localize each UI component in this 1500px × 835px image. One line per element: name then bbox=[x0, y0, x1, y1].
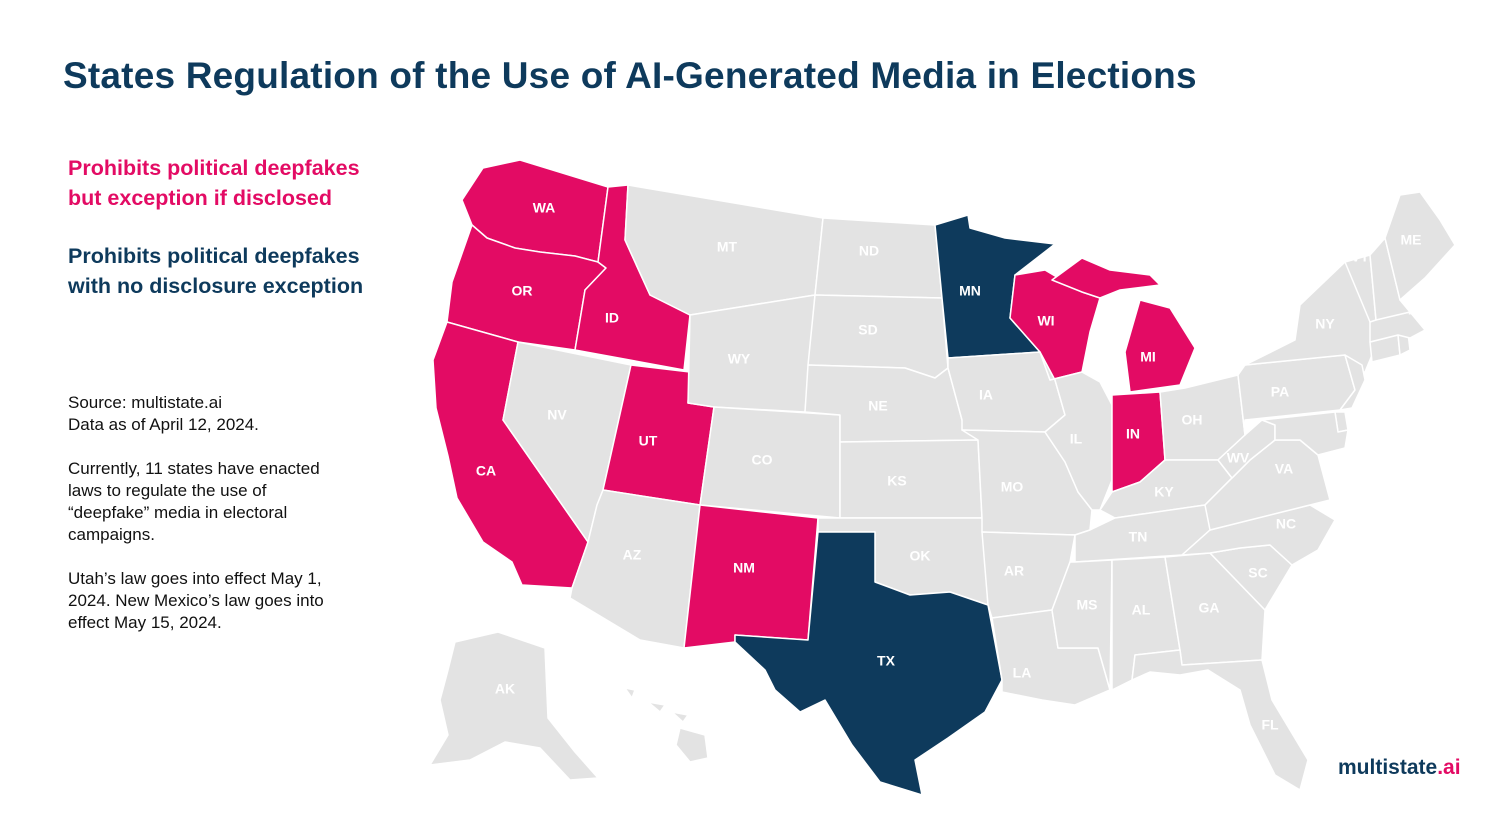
state-label-hi: HI bbox=[648, 733, 662, 749]
state-label-ia: IA bbox=[979, 387, 993, 403]
state-TX[interactable] bbox=[734, 531, 1003, 796]
state-label-nm: NM bbox=[733, 560, 755, 576]
state-label-ut: UT bbox=[639, 433, 658, 449]
state-IL[interactable] bbox=[1039, 351, 1113, 511]
state-label-wa: WA bbox=[533, 200, 556, 216]
data-date-text: Data as of April 12, 2024. bbox=[68, 415, 259, 434]
page-title: States Regulation of the Use of AI-Gener… bbox=[63, 55, 1197, 96]
state-label-wy: WY bbox=[728, 351, 751, 367]
legend-text-line: with no disclosure exception bbox=[68, 274, 364, 298]
state-label-nc: NC bbox=[1276, 516, 1296, 532]
state-label-oh: OH bbox=[1182, 412, 1203, 428]
state-label-mo: MO bbox=[1001, 479, 1024, 495]
state-label-me: ME bbox=[1401, 232, 1422, 248]
state-label-vt: VT bbox=[1351, 249, 1369, 265]
state-label-id: ID bbox=[605, 310, 619, 326]
state-label-ma: MA bbox=[1431, 329, 1453, 345]
source-text: Source: multistate.ai bbox=[68, 393, 223, 412]
legend-disclosure-exception: Prohibits political deepfakes but except… bbox=[68, 153, 360, 213]
source-note: Source: multistate.ai Data as of April 1… bbox=[68, 392, 398, 436]
legend-text-line: Prohibits political deepfakes bbox=[68, 244, 360, 268]
effective-date-note: Utah’s law goes into effect May 1, 2024.… bbox=[68, 568, 398, 634]
state-label-az: AZ bbox=[623, 547, 642, 563]
legend-text-line: Prohibits political deepfakes bbox=[68, 156, 360, 180]
state-label-tn: TN bbox=[1129, 529, 1148, 545]
state-FL[interactable] bbox=[1131, 649, 1309, 791]
state-label-tx: TX bbox=[877, 653, 896, 669]
state-label-mt: MT bbox=[717, 239, 738, 255]
summary-note: Currently, 11 states have enacted laws t… bbox=[68, 458, 398, 546]
state-label-md: MD bbox=[1356, 448, 1378, 464]
notes-panel: Source: multistate.ai Data as of April 1… bbox=[68, 392, 398, 656]
state-label-al: AL bbox=[1132, 602, 1151, 618]
state-label-ga: GA bbox=[1199, 600, 1220, 616]
brand-name: multistate bbox=[1338, 756, 1438, 779]
state-label-wv: WV bbox=[1227, 450, 1250, 466]
state-HI[interactable] bbox=[624, 687, 709, 763]
state-label-ar: AR bbox=[1004, 563, 1024, 579]
state-labels: WA OR CA ID UT NM WI MI IN MN TX NV AZ MT WY CO ND SD NE KS… bbox=[476, 200, 1453, 749]
state-NH[interactable] bbox=[1369, 237, 1411, 321]
state-ME[interactable] bbox=[1384, 191, 1456, 301]
state-label-fl: FL bbox=[1261, 717, 1279, 733]
state-label-ks: KS bbox=[887, 473, 906, 489]
state-label-ms: MS bbox=[1077, 597, 1098, 613]
state-NM[interactable] bbox=[683, 504, 819, 649]
note-line: Currently, 11 states have enacted bbox=[68, 459, 320, 478]
brand-logo: multistate.ai bbox=[1338, 756, 1461, 780]
state-label-mn: MN bbox=[959, 283, 981, 299]
state-label-ca: CA bbox=[476, 463, 496, 479]
note-line: 2024. New Mexico’s law goes into bbox=[68, 591, 324, 610]
state-KS[interactable] bbox=[839, 439, 983, 519]
note-line: “deepfake” media in electoral bbox=[68, 503, 288, 522]
us-states-map: WA OR CA ID UT NM WI MI IN MN TX NV AZ MT WY CO ND SD NE KS… bbox=[429, 159, 1456, 796]
state-label-mi: MI bbox=[1140, 349, 1156, 365]
state-label-pa: PA bbox=[1271, 384, 1289, 400]
note-line: Utah’s law goes into effect May 1, bbox=[68, 569, 322, 588]
note-line: effect May 15, 2024. bbox=[68, 613, 222, 632]
state-AK[interactable] bbox=[429, 631, 599, 781]
legend-no-exception: Prohibits political deepfakes with no di… bbox=[68, 241, 363, 301]
legend-text-line: but exception if disclosed bbox=[68, 186, 333, 210]
state-label-in: IN bbox=[1126, 426, 1140, 442]
state-label-nd: ND bbox=[859, 243, 879, 259]
state-label-co: CO bbox=[752, 452, 773, 468]
state-label-ne: NE bbox=[868, 398, 887, 414]
state-label-ak: AK bbox=[495, 681, 515, 697]
state-label-ok: OK bbox=[910, 548, 931, 564]
state-label-ky: KY bbox=[1154, 484, 1174, 500]
state-label-il: IL bbox=[1070, 431, 1083, 447]
state-WY[interactable] bbox=[687, 294, 816, 413]
state-label-wi: WI bbox=[1037, 313, 1054, 329]
state-label-ny: NY bbox=[1315, 316, 1335, 332]
state-MI[interactable] bbox=[1051, 257, 1196, 393]
note-line: laws to regulate the use of bbox=[68, 481, 267, 500]
state-MD[interactable] bbox=[1261, 411, 1349, 456]
state-label-sc: SC bbox=[1248, 565, 1267, 581]
state-label-ct: CT bbox=[1394, 358, 1413, 374]
brand-tld: .ai bbox=[1437, 756, 1461, 779]
state-label-nh: NH bbox=[1408, 302, 1428, 318]
state-label-nj: NJ bbox=[1366, 387, 1384, 403]
state-label-or: OR bbox=[512, 283, 533, 299]
state-label-va: VA bbox=[1275, 461, 1293, 477]
state-label-nv: NV bbox=[547, 407, 567, 423]
state-label-ri: RI bbox=[1420, 345, 1434, 361]
note-line: campaigns. bbox=[68, 525, 155, 544]
state-label-de: DE bbox=[1356, 423, 1375, 439]
state-label-la: LA bbox=[1013, 665, 1032, 681]
state-NJ[interactable] bbox=[1339, 354, 1366, 411]
state-label-sd: SD bbox=[858, 322, 877, 338]
